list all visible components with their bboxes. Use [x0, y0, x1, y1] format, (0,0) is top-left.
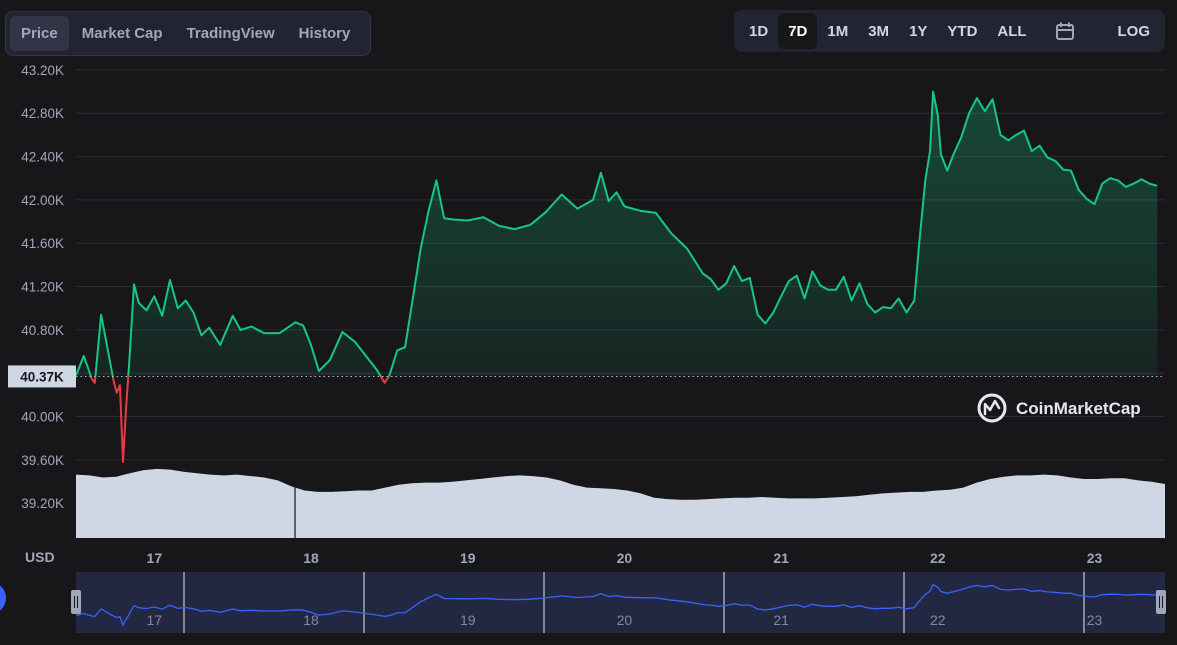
range-ytd-button[interactable]: YTD — [947, 22, 978, 40]
navigator-tick-label: 17 — [147, 612, 163, 628]
x-tick-label: 17 — [147, 550, 163, 566]
volume-shape — [76, 468, 1165, 538]
tab-history[interactable]: History — [298, 25, 351, 42]
reference-line: 40.37K — [8, 365, 1165, 388]
x-tick-label: 20 — [617, 550, 633, 566]
x-tick-label: 23 — [1087, 550, 1103, 566]
log-scale-button[interactable]: LOG — [1117, 22, 1151, 40]
x-tick-label: 19 — [460, 550, 476, 566]
y-axis: 39.20K39.60K40.00K40.40K40.80K41.20K41.6… — [21, 63, 64, 511]
y-tick-label: 42.80K — [21, 106, 64, 121]
navigator-tick-label: 21 — [773, 612, 789, 628]
range-1m-button[interactable]: 1M — [827, 22, 849, 40]
range-1d-button[interactable]: 1D — [749, 22, 769, 40]
tab-market-cap[interactable]: Market Cap — [81, 25, 163, 42]
y-tick-label: 40.80K — [21, 323, 64, 338]
calendar-button[interactable] — [1037, 13, 1085, 49]
x-axis: 17 18 19 20 21 22 23 — [147, 550, 1103, 566]
navigator-tick-label: 18 — [303, 612, 319, 628]
y-tick-label: 43.20K — [21, 63, 64, 78]
calendar-icon — [1055, 22, 1074, 40]
range-3m-button[interactable]: 3M — [868, 22, 890, 40]
y-tick-label: 42.40K — [21, 150, 64, 165]
currency-label: USD — [25, 549, 55, 565]
watermark: CoinMarketCap — [977, 393, 1141, 423]
x-tick-label: 21 — [773, 550, 789, 566]
y-tick-label: 39.20K — [21, 496, 64, 511]
navigator[interactable]: 17 18 19 20 21 22 23 — [71, 572, 1166, 633]
coinmarketcap-logo-icon — [983, 399, 1001, 416]
watermark-text: CoinMarketCap — [1016, 399, 1141, 418]
range-7d-button[interactable]: 7D — [778, 13, 818, 49]
y-tick-label: 42.00K — [21, 193, 64, 208]
reference-badge — [8, 365, 76, 388]
time-range-selector: 1D 7D 1M 3M 1Y YTD ALL LOG — [734, 10, 1165, 52]
navigator-right-handle-grip — [1156, 590, 1166, 614]
range-1y-button[interactable]: 1Y — [909, 22, 928, 40]
navigator-left-handle[interactable] — [71, 590, 81, 614]
volume-area — [76, 468, 1165, 538]
navigator-line — [75, 583, 1158, 627]
navigator-tick-label: 19 — [460, 612, 476, 628]
range-all-button[interactable]: ALL — [997, 22, 1027, 40]
navigator-tick-label: 23 — [1087, 612, 1103, 628]
navigator-tick-label: 20 — [617, 612, 633, 628]
scroll-handle[interactable] — [0, 582, 6, 614]
price-line-up — [75, 90, 1158, 377]
chart-tabs: Price Market Cap TradingView History — [5, 11, 371, 56]
reference-label: 40.37K — [20, 369, 64, 384]
price-area — [75, 90, 1158, 463]
x-tick-label: 22 — [930, 550, 946, 566]
tab-tradingview[interactable]: TradingView — [186, 25, 275, 42]
y-tick-label: 41.60K — [21, 236, 64, 251]
y-tick-label: 39.60K — [21, 453, 64, 468]
tab-price[interactable]: Price — [10, 16, 69, 51]
y-tick-label: 40.00K — [21, 410, 64, 425]
price-fill — [76, 91, 1158, 377]
x-tick-label: 18 — [303, 550, 319, 566]
navigator-right-handle[interactable] — [1156, 590, 1166, 614]
navigator-left-handle-grip — [71, 590, 81, 614]
navigator-tick-label: 22 — [930, 612, 946, 628]
navigator-background — [76, 572, 1165, 633]
y-tick-label: 41.20K — [21, 280, 64, 295]
